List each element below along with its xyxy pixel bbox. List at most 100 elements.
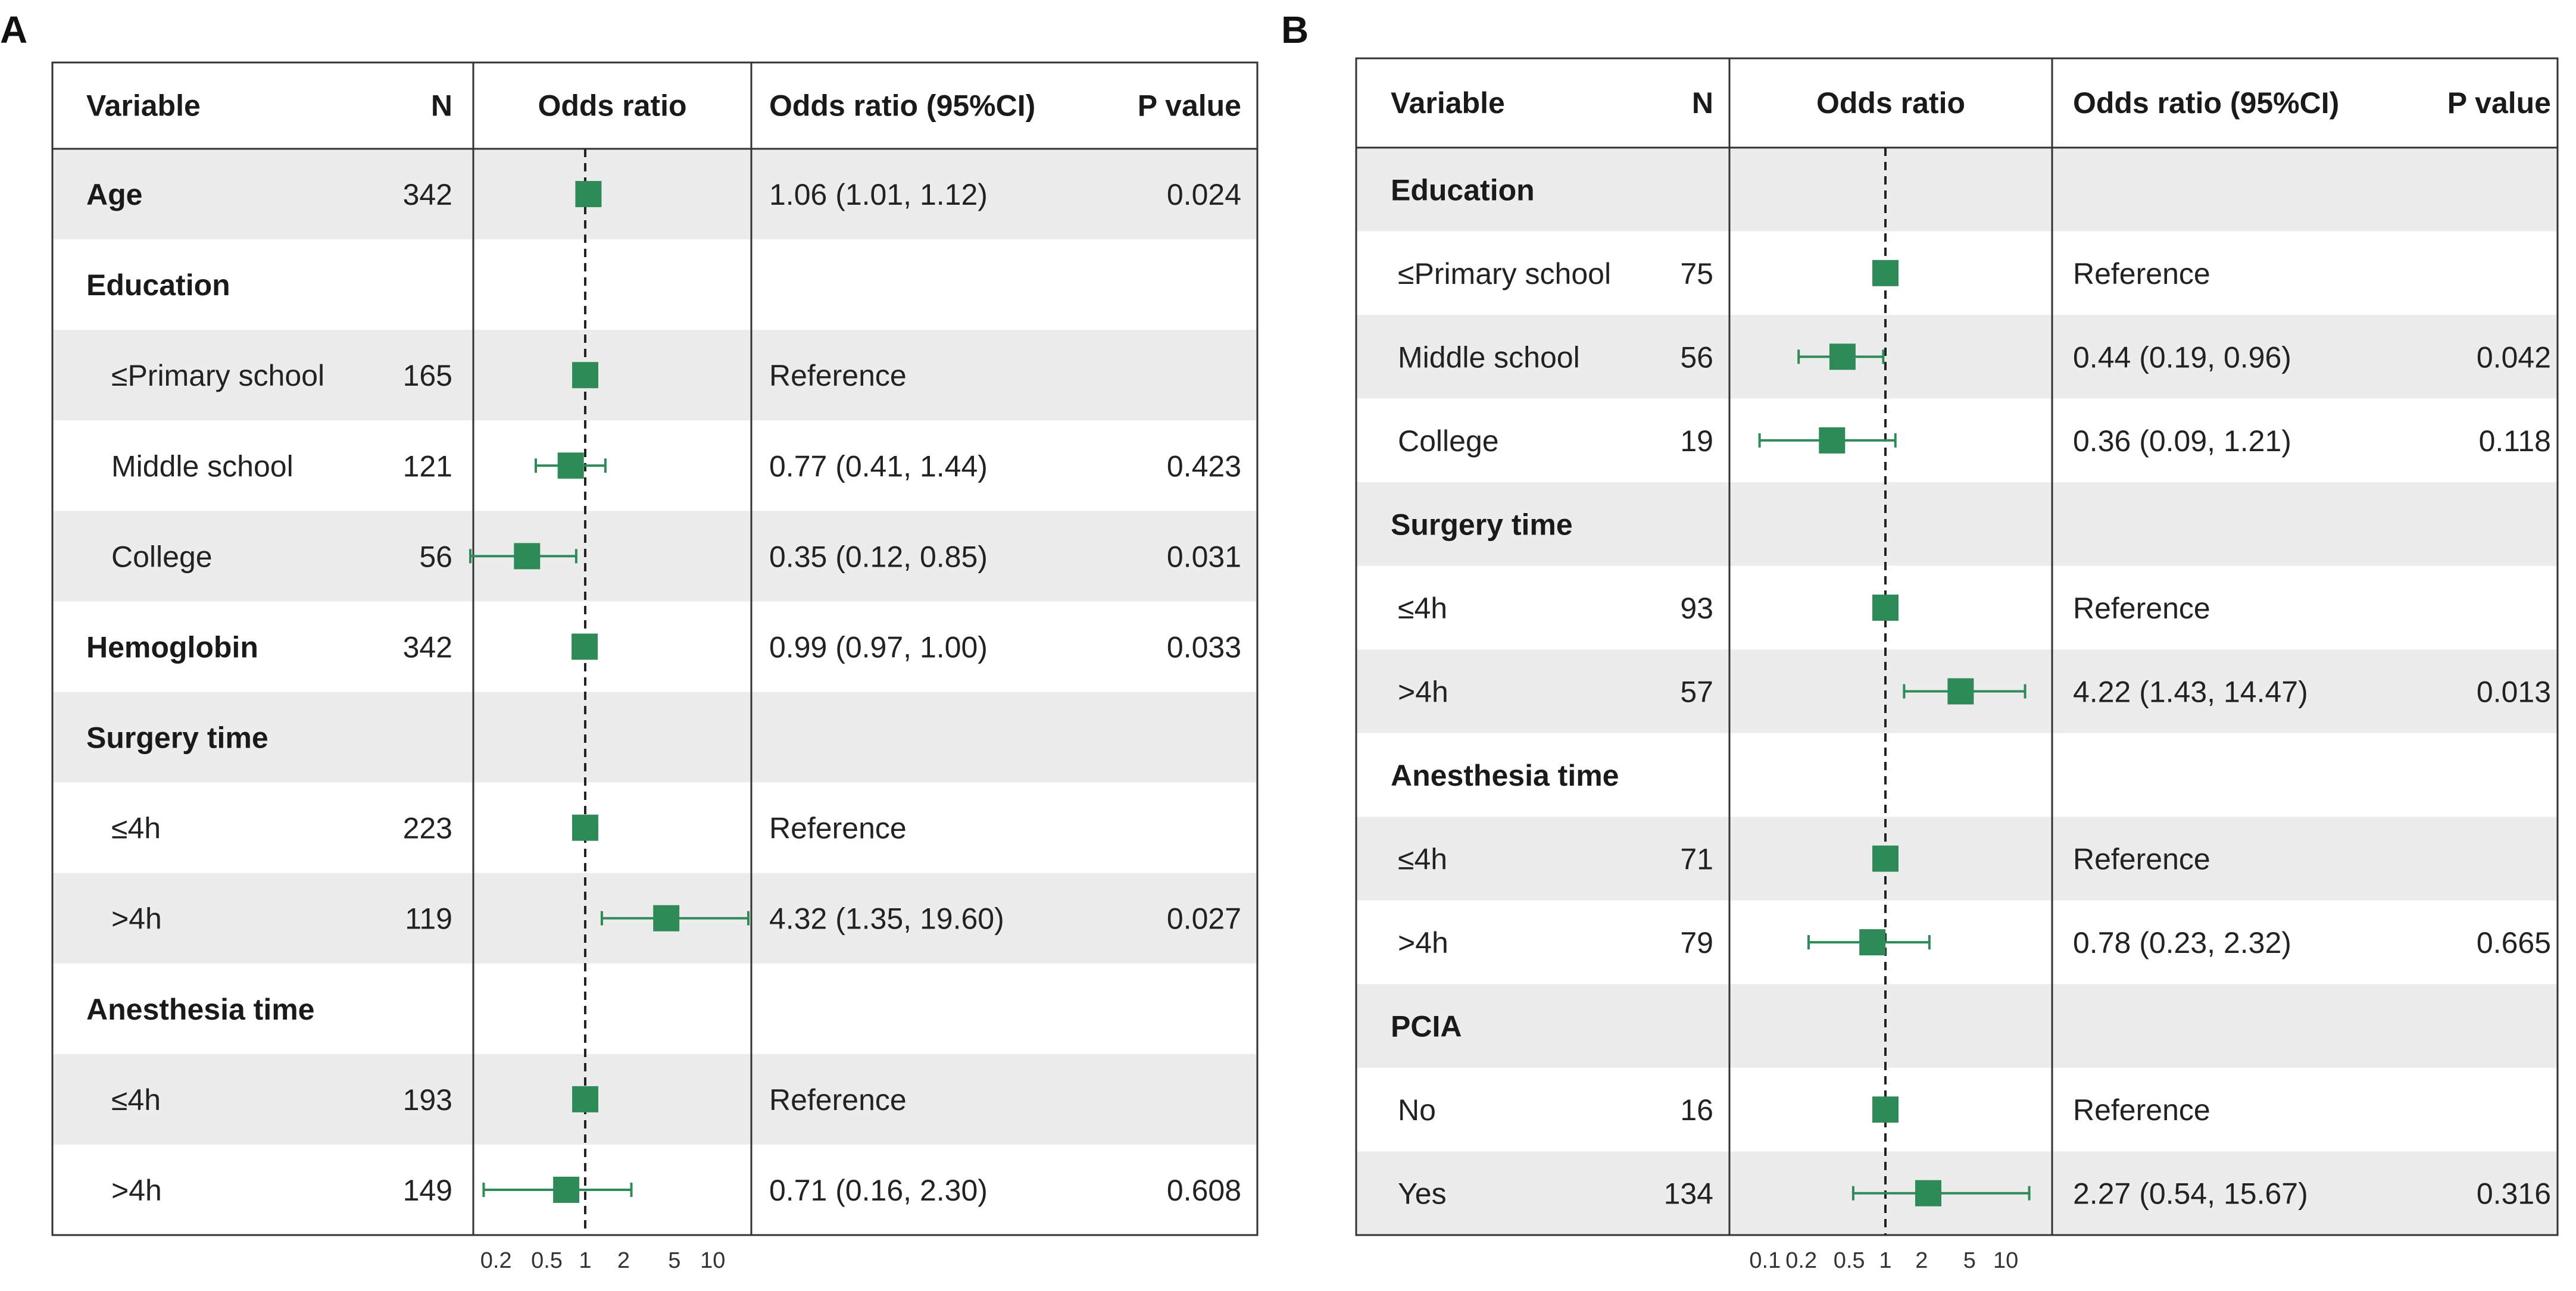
row-or-ci-text: Reference: [2073, 257, 2210, 290]
row-p-value: 0.033: [1167, 630, 1241, 664]
row-band: [1356, 315, 2558, 399]
table-row: No 16 Reference: [1398, 1093, 2210, 1127]
point-estimate-marker: [572, 362, 598, 389]
row-label: >4h: [111, 902, 162, 936]
point-estimate-marker: [1915, 1180, 1941, 1206]
axis-tick-label: 10: [1993, 1248, 2018, 1273]
row-label: PCIA: [1391, 1010, 1462, 1043]
row-n: 16: [1680, 1093, 1713, 1127]
row-label: Anesthesia time: [86, 993, 314, 1026]
row-band: [52, 330, 1257, 421]
header-p-value: P value: [2447, 86, 2551, 120]
row-label: Anesthesia time: [1391, 759, 1619, 792]
table-row: Hemoglobin 342 0.99 (0.97, 1.00) 0.033: [86, 630, 1241, 664]
row-label: Education: [86, 268, 230, 302]
table-row: Education: [86, 268, 230, 302]
table-row: >4h 119 4.32 (1.35, 19.60) 0.027: [111, 902, 1241, 936]
table-row: College 19 0.36 (0.09, 1.21) 0.118: [1398, 424, 2551, 458]
row-or-ci-text: 0.71 (0.16, 2.30): [769, 1174, 988, 1207]
table-row: Education: [1391, 173, 1535, 207]
row-n: 165: [403, 359, 452, 392]
forest-panel-b: B Variable N Odds ratio Odds ratio (95%CI) P …: [1281, 8, 2559, 1273]
row-label: Surgery time: [86, 721, 268, 755]
point-estimate-marker: [1872, 845, 1899, 872]
row-label: College: [111, 540, 213, 573]
row-p-value: 0.423: [1167, 449, 1241, 483]
row-or-ci-text: Reference: [2073, 592, 2210, 625]
row-or-ci-text: 4.32 (1.35, 19.60): [769, 902, 1004, 936]
table-row: ≤4h 93 Reference: [1398, 592, 2210, 625]
header-n: N: [1692, 86, 1713, 120]
table-row: Middle school 121 0.77 (0.41, 1.44) 0.423: [111, 449, 1241, 483]
row-or-ci-text: 2.27 (0.54, 15.67): [2073, 1177, 2308, 1211]
row-p-value: 0.024: [1167, 178, 1241, 211]
row-n: 121: [403, 449, 452, 483]
header-odds-ratio-ci: Odds ratio (95%CI): [769, 89, 1035, 123]
row-p-value: 0.042: [2477, 340, 2551, 374]
point-estimate-marker: [653, 905, 680, 931]
header-odds-ratio-ci: Odds ratio (95%CI): [2073, 86, 2339, 120]
row-p-value: 0.013: [2477, 676, 2551, 709]
point-estimate-marker: [1872, 594, 1899, 621]
panel-letter: A: [0, 8, 27, 51]
row-p-value: 0.027: [1167, 902, 1241, 936]
row-or-ci-text: Reference: [769, 812, 907, 845]
row-n: 223: [403, 812, 452, 845]
row-label: ≤4h: [1398, 592, 1447, 625]
row-label: Education: [1391, 173, 1535, 207]
table-row: Anesthesia time: [1391, 759, 1619, 792]
row-band: [52, 1054, 1257, 1145]
row-label: College: [1398, 424, 1499, 458]
row-or-ci-text: Reference: [2073, 843, 2210, 876]
axis-tick-label: 0.5: [1834, 1248, 1865, 1273]
panel-border: [51, 61, 1259, 1236]
row-or-ci-text: 0.44 (0.19, 0.96): [2073, 340, 2291, 374]
row-or-ci-text: 0.77 (0.41, 1.44): [769, 449, 988, 483]
point-estimate-marker: [572, 633, 598, 660]
row-label: >4h: [111, 1174, 162, 1207]
axis-tick-label: 2: [1915, 1248, 1928, 1273]
table-row: Anesthesia time: [86, 993, 314, 1026]
row-n: 342: [403, 630, 452, 664]
header-variable: Variable: [1391, 86, 1505, 120]
row-n: 56: [419, 540, 452, 573]
axis-tick-label: 0.2: [480, 1248, 512, 1273]
table-row: Yes 134 2.27 (0.54, 15.67) 0.316: [1398, 1177, 2551, 1211]
row-p-value: 0.608: [1167, 1174, 1241, 1207]
table-row: Surgery time: [1391, 508, 1573, 541]
row-band: [1356, 482, 2558, 566]
header-variable: Variable: [86, 89, 201, 123]
header-n: N: [431, 89, 452, 123]
axis-tick-label: 5: [1963, 1248, 1976, 1273]
panel-letter: B: [1281, 8, 1309, 51]
row-band: [52, 692, 1257, 783]
table-row: College 56 0.35 (0.12, 0.85) 0.031: [111, 540, 1241, 573]
row-or-ci-text: 0.36 (0.09, 1.21): [2073, 424, 2291, 458]
axis-tick-label: 0.5: [531, 1248, 563, 1273]
row-n: 342: [403, 178, 452, 211]
row-n: 93: [1680, 592, 1713, 625]
table-row: ≤4h 193 Reference: [111, 1083, 907, 1117]
row-or-ci-text: Reference: [769, 359, 907, 392]
row-or-ci-text: Reference: [769, 1083, 907, 1117]
table-row: ≤Primary school 75 Reference: [1398, 257, 2210, 290]
table-row: >4h 57 4.22 (1.43, 14.47) 0.013: [1398, 676, 2551, 709]
row-band: [1356, 148, 2558, 232]
point-estimate-marker: [1872, 1096, 1899, 1123]
axis-tick-label: 0.1: [1749, 1248, 1781, 1273]
axis-tick-label: 2: [617, 1248, 630, 1273]
row-band: [1356, 984, 2558, 1068]
point-estimate-marker: [514, 543, 541, 570]
row-or-ci-text: 1.06 (1.01, 1.12): [769, 178, 988, 211]
row-n: 75: [1680, 257, 1713, 290]
table-row: PCIA: [1391, 1010, 1462, 1043]
axis-tick-label: 10: [700, 1248, 725, 1273]
row-or-ci-text: 0.99 (0.97, 1.00): [769, 630, 988, 664]
point-estimate-marker: [575, 181, 602, 208]
row-label: ≤4h: [111, 1083, 161, 1117]
row-label: >4h: [1398, 676, 1448, 709]
row-or-ci-text: 0.78 (0.23, 2.32): [2073, 926, 2291, 959]
row-n: 119: [405, 902, 452, 936]
row-n: 134: [1664, 1177, 1713, 1211]
point-estimate-marker: [1859, 929, 1886, 956]
